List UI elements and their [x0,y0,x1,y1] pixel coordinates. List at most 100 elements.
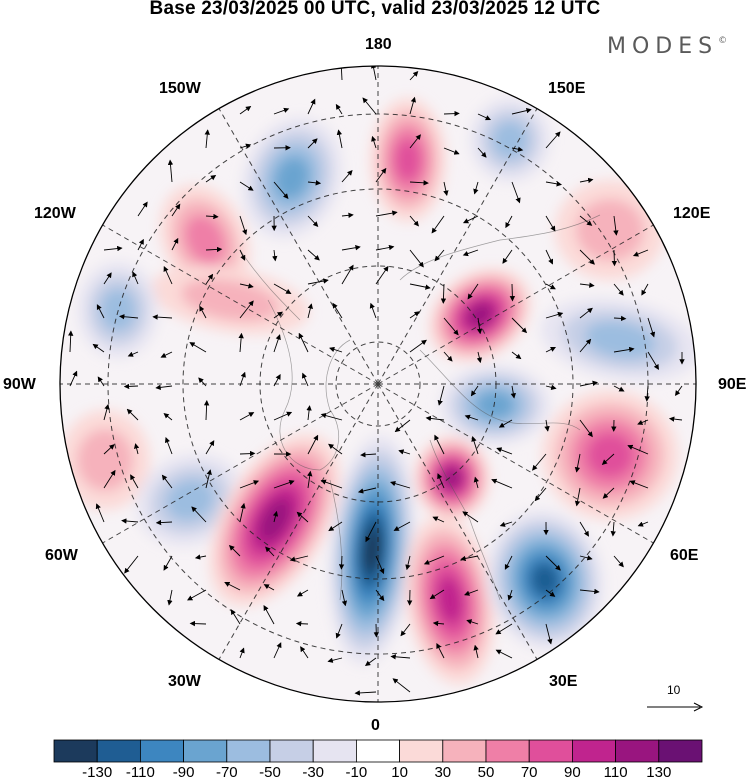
wind-vector-arrow [375,555,385,575]
wind-vector-arrow [641,283,649,296]
wind-vector-arrow [613,315,627,322]
wind-vector-arrow [239,412,255,421]
wind-vector-arrow [545,384,557,390]
positive-anomaly-contour [586,432,634,478]
wind-vector-arrow [205,213,219,220]
negative-anomaly-contour [166,479,214,521]
wind-vector-arrow [239,502,246,523]
wind-vector-arrow [375,244,395,251]
wind-vector-arrow [579,215,593,226]
wind-vector-arrow [69,370,78,387]
wind-vector-arrow [205,440,215,455]
wind-vector-arrow [273,334,281,353]
wind-vector-arrow [495,649,513,659]
wind-vector-arrow [155,519,173,526]
wind-vector-arrow [336,129,343,149]
wind-vector-arrow [462,215,479,224]
wind-vector-arrow [545,311,564,319]
wind-vector-arrow [510,385,516,399]
colorbar-tick-label: 130 [646,764,672,781]
colorbar-tick-label: -90 [172,764,195,781]
wind-vector-arrow [511,181,521,204]
wind-vector-arrow [167,589,173,606]
wind-vector-arrow [579,588,600,595]
wind-vector-arrow [273,374,281,387]
wind-vector-arrow [511,317,528,334]
wind-vector-arrow [409,215,419,227]
wind-vector-arrow [579,419,593,438]
wind-vector-arrow [534,487,547,502]
wind-vector-arrow [137,238,144,251]
wind-vector-arrow [198,377,207,387]
wind-vector-arrow [477,147,487,158]
wind-vector-arrow [273,311,283,319]
wind-vector-arrow [647,317,656,338]
colorbar-tick-label: 90 [564,764,581,781]
meridian-line [102,383,379,544]
positive-anomaly-contour [184,215,226,265]
wind-vector-arrow [327,657,343,663]
negative-anomaly-contour [530,563,560,597]
wind-vector-arrow [613,283,624,296]
wind-vector-arrow [320,412,343,421]
wind-vector-arrow [375,265,389,285]
meridian-line [377,224,654,385]
wind-vector-arrow [371,135,377,149]
wind-vector-arrow [409,180,429,186]
wind-vector-arrow [199,305,207,319]
wind-vector-arrow [644,385,650,402]
wind-vector-arrow [205,174,217,183]
wind-vector-arrow [95,503,105,523]
anomaly-blobs [60,98,696,685]
wind-vector-arrow [296,589,309,597]
wind-vector-arrow [127,351,139,357]
wind-vector-arrow [163,265,173,285]
wind-vector-arrow [496,447,513,455]
wind-vector-arrow [473,644,479,659]
wind-vector-arrow [239,249,246,261]
wind-vector-arrow [163,555,173,571]
lon-label-30e: 30E [549,673,578,690]
wind-vector-arrow [263,584,275,591]
wind-vector-arrow [205,246,223,253]
positive-anomaly-contour [259,499,291,541]
wind-vector-arrow [273,480,295,489]
wind-vector-arrow [425,415,445,422]
wind-vector-arrow [189,620,207,627]
wind-vector-arrow [375,210,398,217]
wind-vector-arrow [579,249,595,265]
wind-vector-arrow [265,546,275,557]
wind-vector-arrow [502,249,513,264]
lon-label-120w: 120W [34,205,76,222]
wind-vector-arrow [432,516,445,523]
lon-label-180: 180 [365,36,392,53]
wind-vector-arrow [601,453,615,466]
wind-vector-arrow [152,314,173,320]
wind-vector-arrow [462,511,479,523]
wind-vector-arrow [443,147,460,155]
wind-vector-arrow [423,555,445,565]
wind-vector-arrow [611,249,618,267]
wind-vector-arrow [365,521,377,543]
wind-vector-arrow [477,113,492,121]
wind-vector-arrow [341,264,354,285]
wind-vector-arrow [409,339,427,353]
wind-vector-arrow [443,181,449,196]
wind-vector-arrow [132,271,139,285]
wind-vector-arrow [239,300,254,319]
wind-vector-arrow [532,453,547,471]
wind-vector-arrow [273,107,290,115]
wind-vector-arrow [332,302,343,319]
wind-vector-arrow [133,443,140,455]
wind-vector-arrow [637,419,649,425]
wind-vector-arrow [103,272,112,285]
negative-anomaly-contour [274,156,310,200]
modes-logo: MODES© [607,34,727,59]
wind-vector-arrow [335,103,343,115]
negative-anomaly-contour [584,321,656,359]
wind-vector-arrow [273,181,289,199]
brand-name: MODES [607,34,719,59]
wind-vector-arrow [205,469,212,489]
wind-vector-arrow [307,434,319,455]
wind-vector-arrow [307,138,318,149]
